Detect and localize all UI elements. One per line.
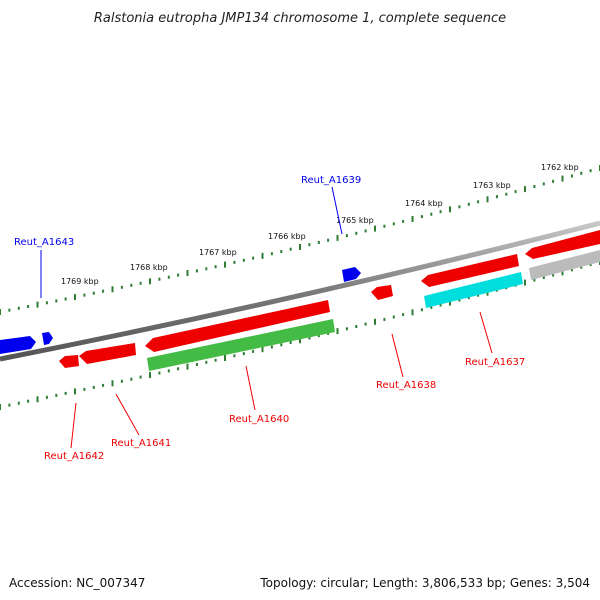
tick-label: 1766 kbp	[268, 232, 306, 241]
gene-arrow-reut-a1641[interactable]	[79, 343, 136, 364]
chromosome-backbone	[0, 220, 600, 362]
gene-label-reut-a1639[interactable]: Reut_A1639	[301, 175, 361, 186]
gene-arrow-reut-a1637[interactable]	[421, 254, 519, 287]
gene-bar-grey[interactable]	[529, 250, 600, 280]
leader-line	[479, 311, 493, 354]
tick-labels: 1769 kbp 1768 kbp 1767 kbp 1766 kbp 1765…	[61, 163, 579, 286]
gene-label-reut-a1642[interactable]: Reut_A1642	[44, 451, 104, 462]
gene-label-reut-a1638[interactable]: Reut_A1638	[376, 380, 436, 391]
gene-arrow-reut-a1643[interactable]	[42, 332, 53, 345]
gene-labels: Reut_A1643 Reut_A1639 Reut_A1642 Reut_A1…	[14, 175, 525, 462]
gene-arrow-reut-a1638[interactable]	[371, 285, 393, 300]
leader-line	[245, 365, 256, 411]
gene-label-reut-a1643[interactable]: Reut_A1643	[14, 237, 74, 248]
tick-label: 1768 kbp	[130, 263, 168, 272]
map-title: Ralstonia eutropha JMP134 chromosome 1, …	[94, 11, 506, 26]
tick-label: 1769 kbp	[61, 277, 99, 286]
gene-arrow-reut-a1639[interactable]	[342, 267, 361, 282]
leader-line	[115, 393, 140, 436]
gene-label-reut-a1640[interactable]: Reut_A1640	[229, 414, 289, 425]
forward-genes[interactable]	[0, 267, 361, 354]
tick-label: 1764 kbp	[405, 199, 443, 208]
reverse-genes[interactable]	[59, 230, 600, 368]
leader-line	[70, 402, 77, 449]
outer-tick-ring	[0, 165, 600, 315]
tick-label: 1763 kbp	[473, 181, 511, 190]
topology-text: Topology: circular; Length: 3,806,533 bp…	[260, 576, 590, 590]
tick-label: 1762 kbp	[541, 163, 579, 172]
accession-text: Accession: NC_007347	[9, 576, 146, 590]
gene-label-reut-a1641[interactable]: Reut_A1641	[111, 438, 171, 449]
tick-label: 1767 kbp	[199, 248, 237, 257]
gene-bar-green[interactable]	[147, 319, 335, 371]
gene-bar-cyan[interactable]	[424, 272, 523, 308]
gene-arrow-reut-a1642[interactable]	[59, 355, 79, 368]
gene-arrow-left-edge[interactable]	[0, 336, 36, 354]
gene-label-reut-a1637[interactable]: Reut_A1637	[465, 357, 525, 368]
leader-line	[331, 186, 343, 235]
tick-label: 1765 kbp	[336, 216, 374, 225]
gene-arrow-right-edge[interactable]	[525, 230, 600, 259]
leader-line	[391, 333, 404, 378]
gene-arrow-reut-a1640[interactable]	[145, 300, 330, 352]
